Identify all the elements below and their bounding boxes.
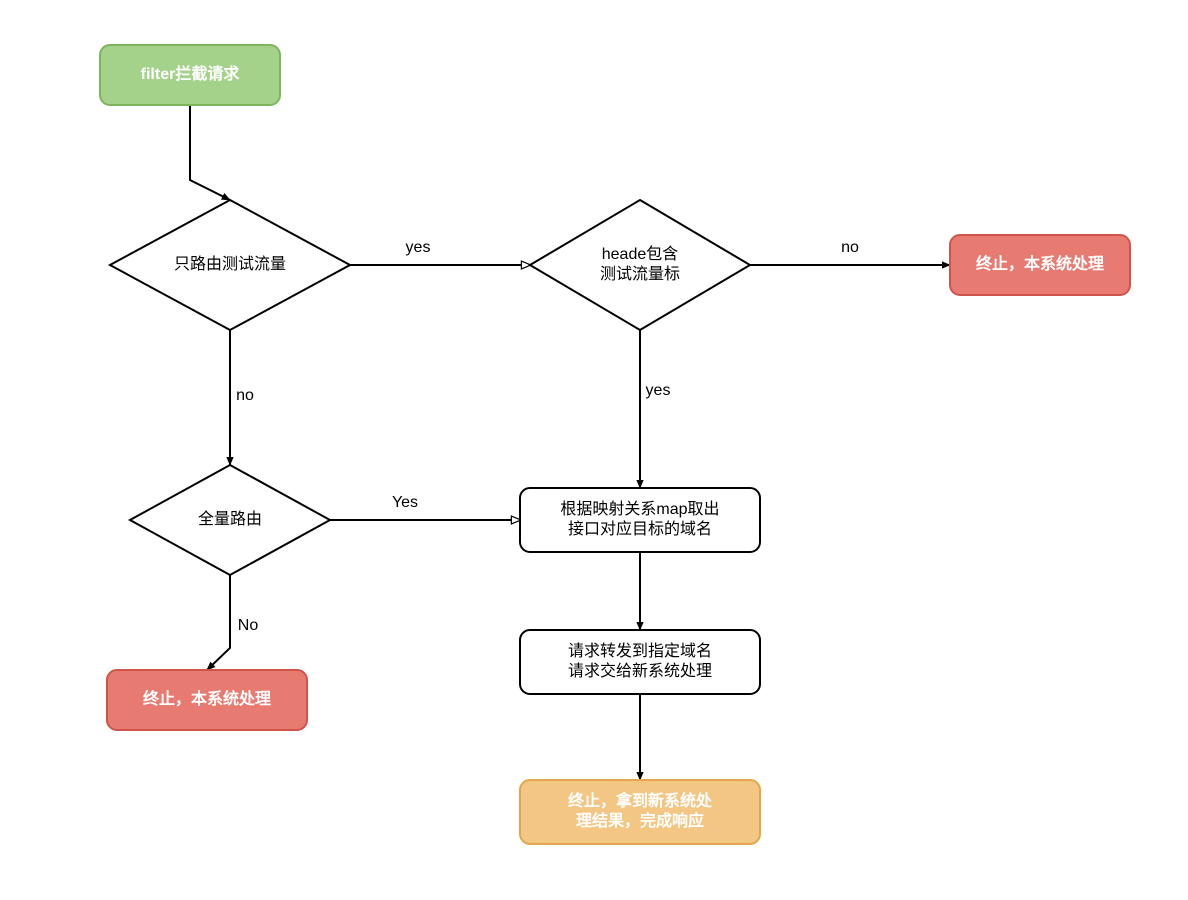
node-n9: 终止，拿到新系统处理结果，完成响应 — [520, 780, 760, 844]
node-n8-line0: 终止，本系统处理 — [143, 689, 271, 708]
node-n6: 根据映射关系map取出接口对应目标的域名 — [520, 488, 760, 552]
edge-label-n5-n6: Yes — [392, 494, 418, 511]
edge-label-n2-n5: no — [236, 387, 254, 404]
node-n7-line0: 请求转发到指定域名 — [568, 642, 712, 660]
node-n7-line1: 请求交给新系统处理 — [568, 662, 712, 680]
node-n9-line1: 理结果，完成响应 — [576, 811, 704, 830]
edge-n5-n8 — [207, 575, 230, 670]
edge-label-n2-n3: yes — [406, 239, 431, 256]
node-n9-line0: 终止，拿到新系统处 — [568, 791, 713, 810]
node-n2: 只路由测试流量 — [110, 200, 350, 330]
node-n1: filter拦截请求 — [100, 45, 280, 105]
flowchart-canvas: yes no no yes Yes No filter拦截请求只路由测试流量 heade包含测… — [0, 0, 1188, 900]
edge-label-n3-n4: no — [841, 239, 859, 256]
node-n8: 终止，本系统处理 — [107, 670, 307, 730]
node-n3-line0: heade包含 — [602, 245, 679, 263]
node-n6-line0: 根据映射关系map取出 — [560, 500, 719, 518]
node-n7: 请求转发到指定域名请求交给新系统处理 — [520, 630, 760, 694]
node-n3: heade包含测试流量标 — [530, 200, 750, 330]
edge-label-n5-n8: No — [238, 617, 259, 634]
node-n6-line1: 接口对应目标的域名 — [568, 519, 712, 538]
node-n5-line0: 全量路由 — [198, 510, 262, 528]
edge-n1-n2 — [190, 105, 230, 200]
node-n4: 终止，本系统处理 — [950, 235, 1130, 295]
node-n1-line0: filter拦截请求 — [141, 64, 241, 83]
node-n4-line0: 终止，本系统处理 — [976, 254, 1104, 273]
node-n2-line0: 只路由测试流量 — [174, 255, 286, 273]
node-n3-line1: 测试流量标 — [600, 265, 680, 283]
node-n5: 全量路由 — [130, 465, 330, 575]
edge-label-n3-n6: yes — [646, 382, 671, 399]
